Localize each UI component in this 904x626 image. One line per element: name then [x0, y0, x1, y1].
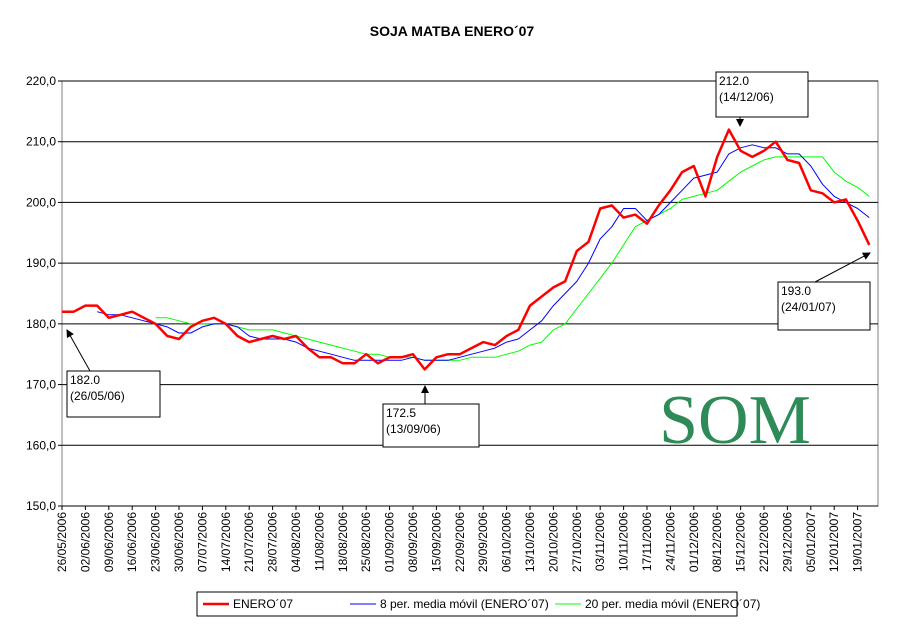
- y-tick-label: 210,0: [26, 135, 56, 149]
- legend-box: [196, 591, 738, 617]
- x-tick-label: 14/07/2006: [219, 512, 233, 572]
- y-tick-label: 160,0: [26, 438, 56, 452]
- x-tick-label: 25/08/2006: [359, 512, 373, 572]
- x-tick-label: 20/10/2006: [546, 512, 560, 572]
- y-tick-label: 220,0: [26, 74, 56, 88]
- x-tick-label: 23/06/2006: [149, 512, 163, 572]
- x-tick-label: 09/06/2006: [102, 512, 116, 572]
- x-tick-label: 16/06/2006: [125, 512, 139, 572]
- annotation-text: 172.5: [386, 406, 416, 420]
- annotation-text: (14/12/06): [719, 90, 774, 104]
- x-tick-label: 24/11/2006: [663, 512, 677, 571]
- legend-label: 20 per. media móvil (ENERO´07): [585, 597, 760, 611]
- x-tick-label: 13/10/2006: [523, 512, 537, 572]
- y-tick-label: 190,0: [26, 256, 56, 270]
- x-tick-label: 08/12/2006: [710, 512, 724, 572]
- x-tick-label: 12/01/2007: [827, 512, 841, 572]
- x-tick-label: 29/12/2006: [780, 512, 794, 572]
- annotation-text: 212.0: [719, 74, 749, 88]
- y-tick-label: 200,0: [26, 195, 56, 209]
- x-tick-label: 26/05/2006: [55, 512, 69, 572]
- x-tick-label: 05/01/2007: [804, 512, 818, 572]
- x-tick-label: 28/07/2006: [266, 512, 280, 572]
- y-tick-label: 180,0: [26, 317, 56, 331]
- x-tick-label: 03/11/2006: [593, 512, 607, 571]
- x-tick-label: 02/06/2006: [78, 512, 92, 572]
- x-tick-label: 01/12/2006: [687, 512, 701, 572]
- legend-label: 8 per. media móvil (ENERO´07): [380, 597, 549, 611]
- annotation-arrow: [66, 329, 91, 372]
- series-line: [62, 128, 871, 371]
- annotation-text: (26/05/06): [70, 389, 125, 403]
- x-tick-label: 19/01/2007: [851, 512, 865, 572]
- x-tick-label: 15/09/2006: [429, 512, 443, 572]
- x-tick-label: 22/09/2006: [453, 512, 467, 572]
- x-tick-label: 08/09/2006: [406, 512, 420, 572]
- x-tick-label: 15/12/2006: [734, 512, 748, 572]
- x-tick-label: 29/09/2006: [476, 512, 490, 572]
- x-tick-label: 30/06/2006: [172, 512, 186, 572]
- x-tick-label: 10/11/2006: [617, 512, 631, 571]
- annotation-box: [66, 370, 161, 418]
- x-tick-label: 17/11/2006: [640, 512, 654, 571]
- x-tick-label: 18/08/2006: [336, 512, 350, 572]
- y-tick-label: 170,0: [26, 378, 56, 392]
- annotation-box: [777, 281, 871, 331]
- annotation-arrow: [814, 252, 871, 283]
- annotation-box: [715, 71, 809, 118]
- x-tick-label: 11/08/2006: [312, 512, 326, 571]
- x-tick-label: 21/07/2006: [242, 512, 256, 572]
- x-tick-label: 07/07/2006: [195, 512, 209, 572]
- annotation-box: [382, 403, 480, 448]
- x-tick-label: 04/08/2006: [289, 512, 303, 572]
- series-line: [155, 156, 870, 361]
- annotation-text: 193.0: [781, 284, 811, 298]
- x-tick-label: 01/09/2006: [383, 512, 397, 572]
- x-tick-label: 22/12/2006: [757, 512, 771, 572]
- annotation-text: (24/01/07): [781, 300, 836, 314]
- annotation-text: (13/09/06): [386, 422, 441, 436]
- watermark: SOM: [659, 382, 811, 459]
- chart-title: SOJA MATBA ENERO´07: [370, 23, 535, 39]
- legend-label: ENERO´07: [233, 597, 293, 611]
- x-tick-label: 06/10/2006: [500, 512, 514, 572]
- x-tick-label: 27/10/2006: [570, 512, 584, 572]
- annotation-text: 182.0: [70, 373, 100, 387]
- y-tick-label: 150,0: [26, 499, 56, 513]
